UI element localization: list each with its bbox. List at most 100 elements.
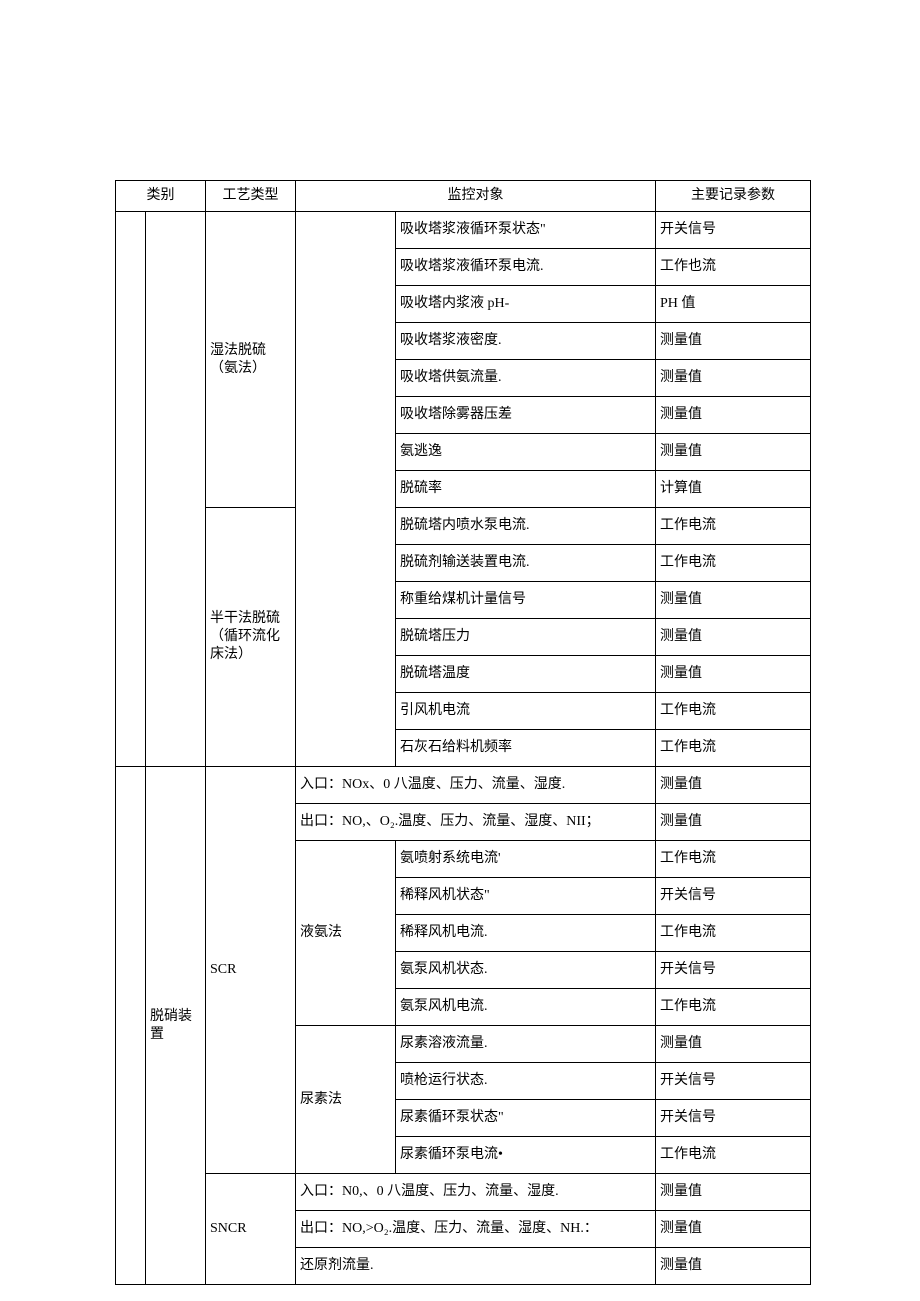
sub-urea: 尿素法 xyxy=(296,1026,396,1174)
process-sncr-label: SNCR xyxy=(206,1214,295,1244)
obj-cell: 稀释风机电流. xyxy=(396,915,656,952)
param-cell: 计算值 xyxy=(656,471,811,508)
obj-cell: 氨泵风机电流. xyxy=(396,989,656,1026)
hdr-process-label: 工艺类型 xyxy=(206,181,295,211)
param-label: 计算值 xyxy=(656,474,810,504)
process-scr-label: SCR xyxy=(206,955,295,985)
sub-liquid-ammonia-label: 液氨法 xyxy=(296,918,395,948)
sub-blank-top xyxy=(296,212,396,767)
table-row: 脱硝装置 SCR 入口：NOx、0 八温度、压力、流量、湿度. 测量值 xyxy=(116,767,811,804)
obj-label: 吸收塔内浆液 pH- xyxy=(396,289,655,319)
obj-label: 尿素循环泵状态" xyxy=(396,1103,655,1133)
sub-urea-label: 尿素法 xyxy=(296,1085,395,1115)
param-label: 工作电流 xyxy=(656,992,810,1022)
obj-label: 脱硫塔压力 xyxy=(396,622,655,652)
hdr-object: 监控对象 xyxy=(296,181,656,212)
hdr-process: 工艺类型 xyxy=(206,181,296,212)
category-blank-label xyxy=(116,483,145,495)
obj-cell: 引风机电流 xyxy=(396,693,656,730)
obj-cell: 喷枪运行状态. xyxy=(396,1063,656,1100)
obj-cell: 吸收塔浆液循环泵状态" xyxy=(396,212,656,249)
obj-label: 氨逃逸 xyxy=(396,437,655,467)
category-denox: 脱硝装置 xyxy=(146,767,206,1285)
param-cell: 工作电流 xyxy=(656,730,811,767)
param-label: PH 值 xyxy=(656,289,810,319)
process-wet-ammonia: 湿法脱硫 （氨法） xyxy=(206,212,296,508)
param-label: 测量值 xyxy=(656,622,810,652)
obj-cell: 脱硫塔内喷水泵电流. xyxy=(396,508,656,545)
table-row: 半干法脱硫 （循环流化 床法） 脱硫塔内喷水泵电流. 工作电流 xyxy=(116,508,811,545)
hdr-category-label: 类别 xyxy=(116,181,205,211)
obj-cell: 尿素循环泵状态" xyxy=(396,1100,656,1137)
obj-label: 还原剂流量. xyxy=(296,1251,655,1281)
param-label: 开关信号 xyxy=(656,1103,810,1133)
process-semi-dry: 半干法脱硫 （循环流化 床法） xyxy=(206,508,296,767)
obj-cell: 脱硫率 xyxy=(396,471,656,508)
table-header-row: 类别 工艺类型 监控对象 主要记录参数 xyxy=(116,181,811,212)
process-wet-ammonia-label: 湿法脱硫 （氨法） xyxy=(206,336,295,384)
obj-label: 脱硫率 xyxy=(396,474,655,504)
param-cell: 工作电流 xyxy=(656,545,811,582)
param-cell: 测量值 xyxy=(656,804,811,841)
obj-label: 出口：NO,、O₂.温度、压力、流量、湿度、NII； xyxy=(296,807,655,837)
param-cell: 测量值 xyxy=(656,582,811,619)
param-label: 工作电流 xyxy=(656,511,810,541)
obj-label: 氨泵风机状态. xyxy=(396,955,655,985)
obj-label: 氨泵风机电流. xyxy=(396,992,655,1022)
obj-label: 入口：NOx、0 八温度、压力、流量、湿度. xyxy=(296,770,655,800)
param-label: 测量值 xyxy=(656,437,810,467)
param-cell: 开关信号 xyxy=(656,952,811,989)
hdr-object-label: 监控对象 xyxy=(296,181,655,211)
obj-label: 吸收塔浆液循环泵状态" xyxy=(396,215,655,245)
param-cell: 测量值 xyxy=(656,619,811,656)
obj-label: 喷枪运行状态. xyxy=(396,1066,655,1096)
category-denox-blank xyxy=(116,767,146,1285)
param-cell: 工作电流 xyxy=(656,508,811,545)
param-label: 测量值 xyxy=(656,807,810,837)
obj-label: 吸收塔供氨流量. xyxy=(396,363,655,393)
obj-cell: 氨喷射系统电流' xyxy=(396,841,656,878)
param-cell: 工作电流 xyxy=(656,915,811,952)
param-cell: 开关信号 xyxy=(656,1100,811,1137)
obj-label: 脱硫塔温度 xyxy=(396,659,655,689)
obj-cell: 尿素循环泵电流• xyxy=(396,1137,656,1174)
obj-cell: 氨泵风机状态. xyxy=(396,952,656,989)
param-label: 工作也流 xyxy=(656,252,810,282)
obj-cell-span: 出口：NO,、O₂.温度、压力、流量、湿度、NII； xyxy=(296,804,656,841)
param-cell: 开关信号 xyxy=(656,878,811,915)
obj-label: 吸收塔浆液密度. xyxy=(396,326,655,356)
obj-cell-span: 入口：N0,、0 八温度、压力、流量、湿度. xyxy=(296,1174,656,1211)
param-label: 测量值 xyxy=(656,1177,810,1207)
param-cell: 测量值 xyxy=(656,323,811,360)
param-label: 开关信号 xyxy=(656,955,810,985)
param-label: 测量值 xyxy=(656,400,810,430)
param-cell: 工作电流 xyxy=(656,693,811,730)
table-row: SNCR 入口：N0,、0 八温度、压力、流量、湿度. 测量值 xyxy=(116,1174,811,1211)
param-cell: 测量值 xyxy=(656,1211,811,1248)
process-semi-dry-label: 半干法脱硫 （循环流化 床法） xyxy=(206,604,295,671)
param-label: 工作电流 xyxy=(656,548,810,578)
table-row: 湿法脱硫 （氨法） 吸收塔浆液循环泵状态" 开关信号 xyxy=(116,212,811,249)
obj-label: 脱硫剂输送装置电流. xyxy=(396,548,655,578)
obj-cell: 稀释风机状态" xyxy=(396,878,656,915)
obj-cell: 吸收塔浆液密度. xyxy=(396,323,656,360)
param-cell: 测量值 xyxy=(656,767,811,804)
param-label: 测量值 xyxy=(656,770,810,800)
hdr-param-label: 主要记录参数 xyxy=(656,181,810,211)
obj-cell: 吸收塔供氨流量. xyxy=(396,360,656,397)
param-label: 测量值 xyxy=(656,363,810,393)
process-scr: SCR xyxy=(206,767,296,1174)
obj-label: 吸收塔除雾器压差 xyxy=(396,400,655,430)
param-label: 工作电流 xyxy=(656,918,810,948)
category-cell-blank2 xyxy=(146,212,206,767)
param-label: 测量值 xyxy=(656,326,810,356)
param-cell: PH 值 xyxy=(656,286,811,323)
param-label: 开关信号 xyxy=(656,1066,810,1096)
obj-cell: 脱硫剂输送装置电流. xyxy=(396,545,656,582)
obj-cell: 脱硫塔温度 xyxy=(396,656,656,693)
obj-label: 石灰石给料机频率 xyxy=(396,733,655,763)
obj-cell: 石灰石给料机频率 xyxy=(396,730,656,767)
param-cell: 测量值 xyxy=(656,1026,811,1063)
obj-label: 吸收塔浆液循环泵电流. xyxy=(396,252,655,282)
param-cell: 工作电流 xyxy=(656,1137,811,1174)
